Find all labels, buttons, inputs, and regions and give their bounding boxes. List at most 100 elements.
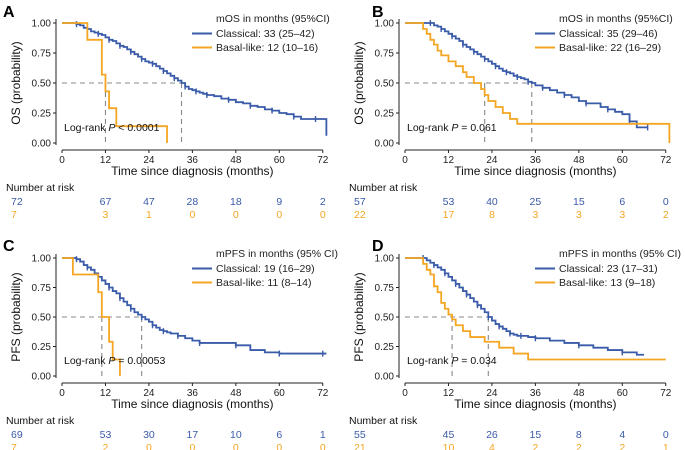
y-tick-label: 0.25 [32, 109, 52, 120]
risk-count-basal-like: 2 [663, 209, 669, 221]
legend-entry: Basal-like: 13 (9–18) [559, 277, 655, 289]
risk-count-classical: 9 [276, 196, 282, 208]
risk-count-basal-like: 10 [443, 442, 455, 450]
legend-entry: Basal-like: 11 (8–14) [216, 277, 312, 289]
y-tick-label: 1.00 [375, 254, 395, 265]
risk-table-title: Number at risk [6, 415, 75, 427]
x-tick-label: 72 [660, 388, 672, 399]
risk-count-classical: 0 [663, 429, 669, 441]
panel-letter: B [372, 4, 384, 21]
risk-count-classical: 18 [230, 196, 242, 208]
risk-count-classical: 53 [100, 429, 112, 441]
legend-entry: Classical: 33 (25–42) [216, 28, 315, 40]
x-tick-label: 36 [530, 155, 542, 166]
risk-count-classical: 1 [320, 429, 326, 441]
x-tick-label: 12 [100, 155, 112, 166]
panel-letter: D [372, 238, 384, 255]
x-tick-label: 24 [143, 388, 155, 399]
x-tick-label: 48 [230, 388, 242, 399]
y-tick-label: 1.00 [32, 254, 52, 265]
risk-count-basal-like: 2 [532, 442, 538, 450]
risk-count-classical: 45 [443, 429, 455, 441]
risk-count-basal-like: 0 [146, 442, 152, 450]
risk-count-basal-like: 3 [619, 209, 625, 221]
logrank-annotation: Log-rank P = 0.061 [407, 122, 497, 134]
x-axis-label: Time since diagnosis (months) [454, 397, 616, 411]
survival-curve-basal-like [62, 22, 168, 143]
x-tick-label: 24 [143, 155, 155, 166]
risk-count-classical: 17 [187, 429, 199, 441]
risk-count-basal-like: 1 [663, 442, 669, 450]
x-tick-label: 0 [59, 155, 65, 166]
legend-title: mOS in months (95%CI) [559, 13, 673, 25]
x-tick-label: 0 [59, 388, 65, 399]
x-tick-label: 72 [317, 388, 329, 399]
legend-entry: Classical: 35 (29–46) [559, 28, 658, 40]
risk-count-basal-like: 0 [189, 209, 195, 221]
y-tick-label: 0.50 [375, 79, 395, 90]
risk-count-classical: 15 [573, 196, 585, 208]
risk-count-basal-like: 7 [11, 209, 17, 221]
risk-count-classical: 4 [619, 429, 625, 441]
x-tick-label: 24 [486, 388, 498, 399]
risk-count-basal-like: 21 [354, 442, 366, 450]
risk-count-classical: 67 [100, 196, 112, 208]
survival-curve-basal-like [405, 257, 666, 361]
y-axis-label: OS (probability) [352, 41, 366, 124]
survival-curve-classical [405, 22, 648, 129]
y-tick-label: 0.50 [32, 313, 52, 324]
x-tick-label: 48 [573, 388, 585, 399]
risk-count-classical: 53 [443, 196, 455, 208]
x-axis-label: Time since diagnosis (months) [111, 397, 273, 411]
risk-count-basal-like: 1 [146, 209, 152, 221]
y-tick-label: 0.75 [375, 283, 395, 294]
y-tick-label: 0.00 [32, 139, 52, 150]
risk-count-basal-like: 4 [489, 442, 495, 450]
risk-count-basal-like: 0 [189, 442, 195, 450]
risk-count-basal-like: 2 [619, 442, 625, 450]
x-tick-label: 48 [573, 155, 585, 166]
risk-count-classical: 26 [486, 429, 498, 441]
risk-count-classical: 2 [320, 196, 326, 208]
y-tick-label: 0.75 [32, 49, 52, 60]
logrank-annotation: Log-rank P < 0.0001 [64, 122, 160, 134]
survival-curve-classical [62, 22, 328, 136]
y-tick-label: 1.00 [375, 19, 395, 30]
y-axis-label: PFS (probability) [9, 272, 23, 361]
x-tick-label: 72 [317, 155, 329, 166]
x-tick-label: 60 [617, 388, 629, 399]
x-tick-label: 12 [100, 388, 112, 399]
y-tick-label: 0.00 [32, 372, 52, 383]
risk-count-basal-like: 7 [11, 442, 17, 450]
panel-letter: A [3, 4, 15, 21]
panel-letter: C [3, 238, 15, 255]
risk-count-classical: 6 [619, 196, 625, 208]
legend-title: mPFS in months (95% CI) [559, 248, 681, 260]
risk-count-basal-like: 0 [276, 209, 282, 221]
risk-count-basal-like: 0 [233, 209, 239, 221]
x-tick-label: 60 [617, 155, 629, 166]
y-tick-label: 0.75 [32, 283, 52, 294]
risk-count-classical: 6 [276, 429, 282, 441]
y-tick-label: 0.50 [375, 313, 395, 324]
risk-count-basal-like: 3 [103, 209, 109, 221]
legend-entry: Basal-like: 12 (10–16) [216, 42, 318, 54]
y-tick-label: 0.25 [32, 342, 52, 353]
risk-count-classical: 47 [143, 196, 155, 208]
x-tick-label: 0 [402, 155, 408, 166]
x-tick-label: 36 [187, 388, 199, 399]
risk-count-classical: 0 [663, 196, 669, 208]
survival-curve-basal-like [405, 22, 671, 143]
risk-count-classical: 25 [530, 196, 542, 208]
y-axis-label: OS (probability) [9, 41, 23, 124]
x-tick-label: 72 [660, 155, 672, 166]
risk-count-basal-like: 0 [233, 442, 239, 450]
x-tick-label: 36 [530, 388, 542, 399]
risk-count-basal-like: 2 [576, 442, 582, 450]
logrank-annotation: Log-rank P = 0.00053 [64, 355, 165, 367]
risk-count-classical: 10 [230, 429, 242, 441]
